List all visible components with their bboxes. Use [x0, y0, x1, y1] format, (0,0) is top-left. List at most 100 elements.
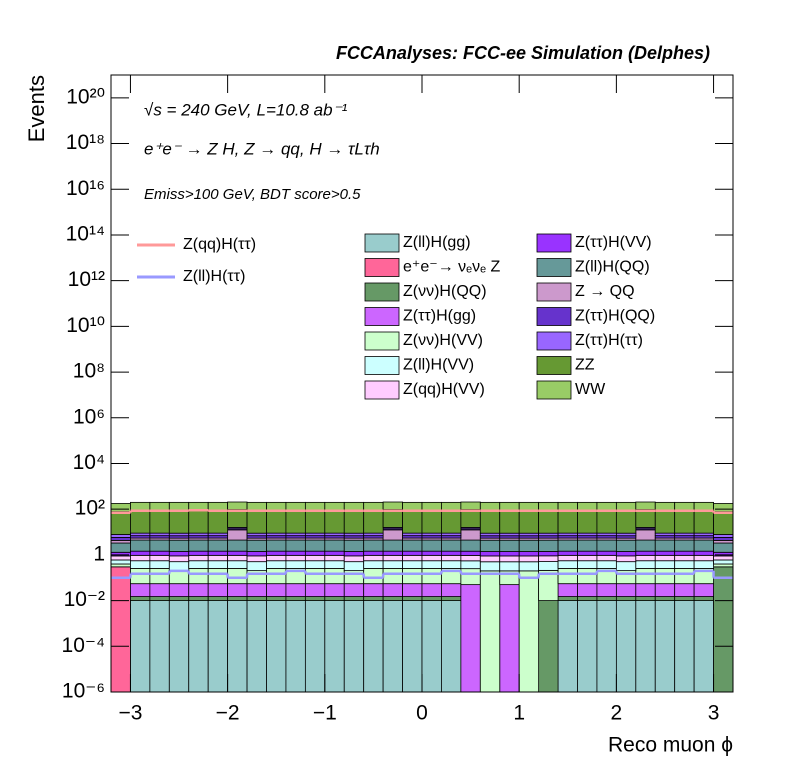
- bar-segment: [518, 561, 540, 572]
- bar-segment: [246, 600, 267, 693]
- bar-segment: [479, 570, 501, 693]
- bar-segment: [266, 554, 287, 562]
- legend-label: Z(ll)H(gg): [403, 234, 471, 251]
- y-tick-label: 10²: [75, 497, 105, 520]
- bar-segment: [285, 560, 306, 569]
- bar-segment: [538, 555, 559, 562]
- bar-segment: [266, 596, 287, 601]
- bar-segment: [130, 568, 151, 585]
- bar-segment: [168, 509, 190, 534]
- bar-segment: [460, 529, 481, 541]
- y-axis-label: Events: [24, 75, 49, 142]
- bar-segment: [460, 539, 481, 552]
- bar-segment: [713, 563, 734, 568]
- bar-segment: [499, 501, 520, 511]
- bar-segment: [363, 501, 384, 511]
- bar-segment: [110, 566, 131, 693]
- bar-segment: [693, 600, 714, 693]
- x-tick-label: −1: [313, 702, 337, 725]
- bar-segment: [188, 550, 209, 556]
- bar-segment: [324, 501, 345, 511]
- bar-segment: [538, 551, 559, 557]
- legend-label: Z(ττ)H(QQ): [575, 308, 655, 325]
- bar-segment: [693, 539, 714, 552]
- bar-segment: [110, 555, 131, 561]
- bar-segment: [168, 555, 190, 563]
- bar-segment: [130, 596, 151, 601]
- bar-segment: [615, 600, 637, 693]
- bar-segment: [518, 555, 540, 563]
- x-tick-label: −3: [118, 702, 142, 725]
- bar-segment: [266, 539, 287, 552]
- bar-segment: [615, 561, 637, 572]
- legend-swatch: [364, 233, 400, 253]
- y-tick-label: 10⁻²: [64, 588, 105, 611]
- bar-segment: [479, 551, 501, 557]
- bar-segment: [596, 596, 617, 601]
- bar-segment: [285, 501, 306, 511]
- bar-segment: [363, 600, 384, 693]
- bar-segment: [596, 539, 617, 552]
- x-tick-label: 1: [513, 702, 525, 725]
- bar-segment: [518, 509, 540, 534]
- bar-segment: [149, 600, 170, 693]
- bar-segment: [441, 600, 462, 693]
- bar-segment: [343, 539, 365, 552]
- bar-segment: [615, 551, 637, 557]
- bar-segment: [304, 539, 326, 552]
- bar-segment: [635, 596, 656, 601]
- bar-segment: [460, 584, 481, 693]
- bar-segment: [460, 501, 481, 510]
- bar-segment: [693, 560, 714, 569]
- bar-segment: [246, 555, 267, 563]
- bar-segment: [110, 534, 131, 538]
- bar-segment: [130, 550, 151, 556]
- x-tick-label: 0: [416, 702, 428, 725]
- bar-segment: [479, 509, 501, 534]
- bar-segment: [421, 568, 442, 585]
- legend-swatch: [536, 233, 572, 253]
- bar-segment: [227, 501, 248, 510]
- chart-title: FCCAnalyses: FCC-ee Simulation (Delphes): [336, 43, 710, 63]
- bar-segment: [188, 560, 209, 569]
- bar-segment: [382, 550, 403, 556]
- bar-segment: [577, 554, 598, 562]
- bar-segment: [227, 600, 248, 693]
- bar-segment: [538, 561, 559, 571]
- bar-segment: [168, 600, 190, 693]
- y-tick-label: 10⁻⁴: [62, 634, 105, 657]
- bar-segment: [227, 583, 248, 597]
- bar-segment: [285, 596, 306, 601]
- bar-segment: [693, 596, 714, 601]
- y-tick-label: 10²⁰: [66, 85, 105, 108]
- bar-segment: [654, 596, 676, 601]
- bar-segment: [421, 596, 442, 601]
- legend-label: Z(ll)H(ττ): [183, 268, 245, 285]
- bar-segment: [635, 501, 656, 510]
- bar-segment: [266, 560, 287, 569]
- bar-segment: [713, 542, 734, 553]
- bar-segment: [343, 551, 365, 557]
- legend-swatch: [536, 258, 572, 277]
- y-tick-label: 10¹⁰: [66, 314, 105, 337]
- bar-segment: [615, 501, 637, 511]
- bar-segment: [557, 554, 578, 562]
- bar-segment: [441, 596, 462, 601]
- bar-segment: [402, 550, 423, 556]
- bar-segment: [460, 554, 481, 562]
- legend-label: Z(νν)H(QQ): [403, 283, 487, 300]
- bar-segment: [402, 596, 423, 601]
- bar-segment: [168, 570, 190, 585]
- bar-segment: [674, 539, 695, 552]
- bar-segment: [149, 583, 170, 597]
- y-tick-label: 1: [93, 542, 105, 565]
- bar-segment: [402, 583, 423, 597]
- bar-segment: [110, 503, 131, 513]
- bar-segment: [207, 539, 229, 552]
- legend-label: Z(ττ)H(gg): [403, 308, 476, 325]
- bar-segment: [441, 501, 462, 511]
- bar-segment: [557, 600, 578, 693]
- legend-label: Z(ll)H(QQ): [575, 259, 650, 276]
- bar-segment: [304, 596, 326, 601]
- bar-segment: [227, 539, 248, 552]
